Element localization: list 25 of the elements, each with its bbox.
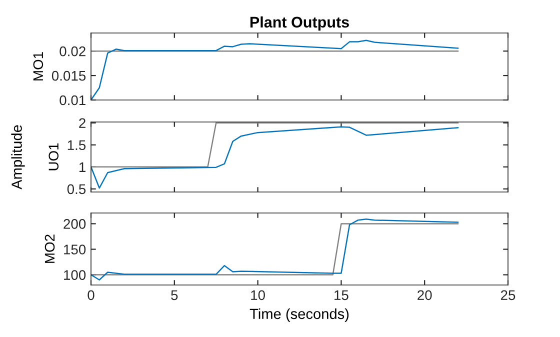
y-tick-label: 0.5 (67, 184, 86, 194)
x-tick-label: 15 (334, 290, 348, 300)
y-tick-label: 150 (64, 244, 86, 254)
line-series (91, 126, 459, 189)
y-tick-label: 0.015 (52, 70, 86, 81)
x-tick-label: 10 (251, 290, 265, 300)
y-tick-label: 1 (79, 162, 86, 172)
y-axis-title: MO1 (33, 52, 44, 80)
line-series (91, 218, 459, 281)
x-axis-title: Time (seconds) (250, 308, 349, 322)
chart-title: Plant Outputs (250, 16, 349, 31)
y-tick-label: 100 (64, 270, 86, 280)
y-tick-label: 1.5 (68, 140, 86, 150)
x-tick-label: 0 (88, 290, 94, 300)
y-axis-title: UO1 (48, 143, 59, 170)
y-tick-label: 200 (64, 219, 86, 229)
x-tick-label: 20 (418, 290, 432, 300)
y-tick-label: 0.02 (60, 46, 86, 56)
x-tick-label: 25 (500, 290, 516, 300)
y-axis-title: MO2 (44, 234, 55, 263)
x-tick-label: 5 (171, 290, 178, 300)
y-tick-label: 0.01 (60, 95, 86, 106)
y-tick-label: 2 (79, 118, 86, 128)
line-series (91, 40, 459, 100)
text: Amplitude (11, 125, 25, 190)
